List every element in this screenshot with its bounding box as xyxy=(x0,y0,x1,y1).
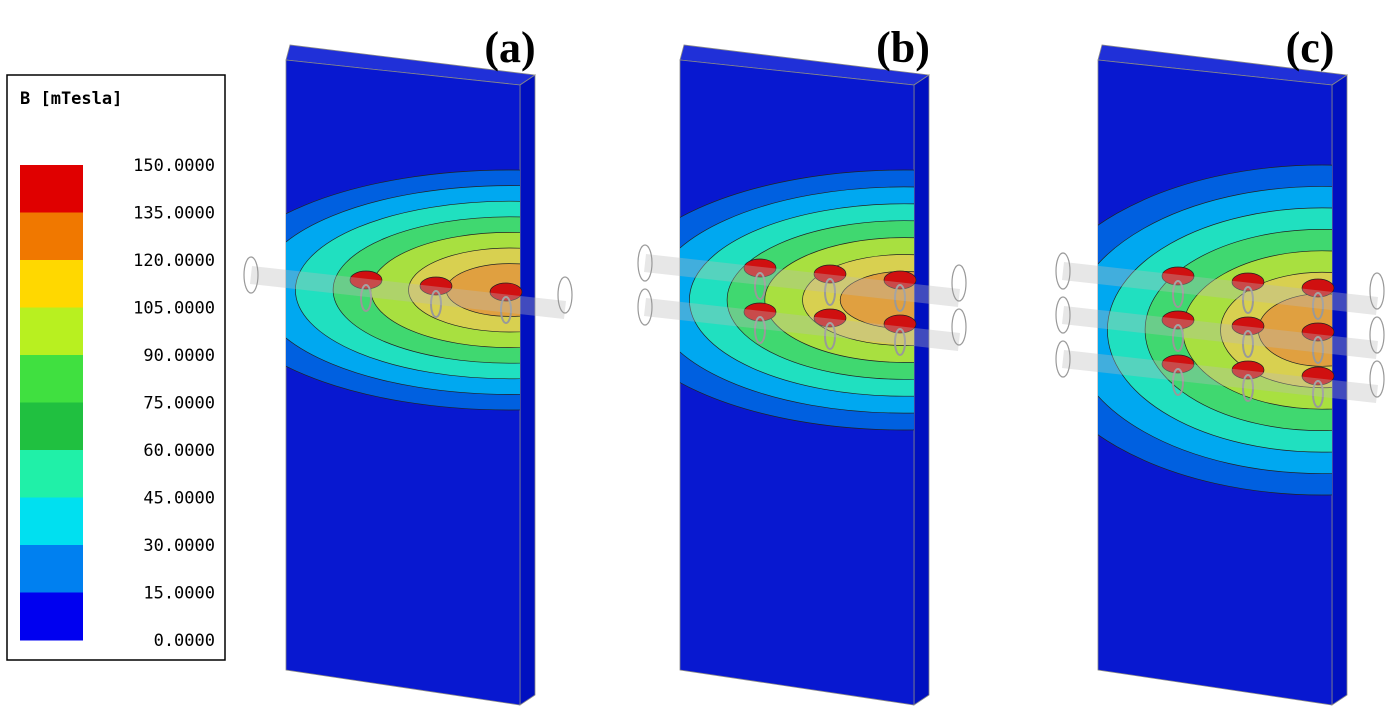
coil xyxy=(824,322,836,350)
plate xyxy=(637,44,967,706)
legend-label: 120.0000 xyxy=(133,251,215,271)
panel-label: (b) xyxy=(876,23,930,72)
coil xyxy=(1312,336,1324,364)
coil xyxy=(1172,368,1184,396)
tube-end xyxy=(243,256,259,294)
coil xyxy=(1242,374,1254,402)
coil xyxy=(894,328,906,356)
coil xyxy=(360,284,372,312)
legend-swatch xyxy=(20,497,83,546)
legend-swatch xyxy=(20,355,83,403)
plate xyxy=(1055,44,1385,706)
legend-label: 60.0000 xyxy=(143,441,215,461)
tube xyxy=(644,254,960,307)
legend-swatch xyxy=(20,307,83,356)
legend-label: 30.0000 xyxy=(143,536,215,556)
hot-spot xyxy=(1301,366,1335,386)
legend-swatch xyxy=(20,212,83,261)
coil xyxy=(430,290,442,318)
tube-end xyxy=(557,276,573,314)
hot-spot xyxy=(419,276,453,296)
coil xyxy=(1312,380,1324,408)
hot-spot xyxy=(1231,360,1265,380)
tube xyxy=(644,298,960,351)
legend-label: 15.0000 xyxy=(143,584,215,604)
coil xyxy=(500,296,512,324)
coil xyxy=(824,278,836,306)
hot-spot xyxy=(813,264,847,284)
tube xyxy=(1062,306,1378,359)
hot-spot xyxy=(813,308,847,328)
coil xyxy=(1242,330,1254,358)
hot-spot xyxy=(1231,316,1265,336)
legend-label: 150.0000 xyxy=(133,156,215,176)
coil xyxy=(754,316,766,344)
legend-label: 45.0000 xyxy=(143,489,215,509)
legend-label: 135.0000 xyxy=(133,204,215,224)
legend-title: B [mTesla] xyxy=(20,89,122,109)
hot-spot xyxy=(1161,266,1195,286)
legend-label: 75.0000 xyxy=(143,394,215,414)
coil xyxy=(1242,286,1254,314)
hot-spot xyxy=(743,302,777,322)
tube-end xyxy=(637,244,653,282)
tube-end xyxy=(951,264,967,302)
tube-end xyxy=(1055,296,1071,334)
hot-spot xyxy=(1301,278,1335,298)
hot-spot xyxy=(743,258,777,278)
hot-spot xyxy=(1301,322,1335,342)
hot-spot xyxy=(349,270,383,290)
tube xyxy=(1062,350,1378,403)
hot-spot xyxy=(1161,354,1195,374)
tube-end xyxy=(1055,252,1071,290)
hot-spot xyxy=(883,270,917,290)
coil xyxy=(1172,280,1184,308)
tube-end xyxy=(1369,272,1385,310)
legend-swatch xyxy=(20,165,83,213)
hot-spot xyxy=(1161,310,1195,330)
tube xyxy=(250,266,566,319)
coil xyxy=(894,284,906,312)
legend-label: 105.0000 xyxy=(133,299,215,319)
legend-label: 0.0000 xyxy=(154,631,215,651)
tube-end xyxy=(951,308,967,346)
hot-spot xyxy=(489,282,523,302)
tube xyxy=(1062,262,1378,315)
coil xyxy=(754,272,766,300)
legend-swatch xyxy=(20,260,83,308)
panel-label: (c) xyxy=(1286,23,1335,72)
tube-end xyxy=(637,288,653,326)
hot-spot xyxy=(883,314,917,334)
panel-label: (a) xyxy=(484,23,535,72)
coil xyxy=(1172,324,1184,352)
legend-swatch xyxy=(20,402,83,451)
legend-swatch xyxy=(20,545,83,593)
hot-spot xyxy=(1231,272,1265,292)
coil xyxy=(1312,292,1324,320)
tube-end xyxy=(1369,316,1385,354)
legend-swatch xyxy=(20,592,83,641)
plate xyxy=(243,44,573,706)
tube-end xyxy=(1369,360,1385,398)
legend-label: 90.0000 xyxy=(143,346,215,366)
legend-swatch xyxy=(20,450,83,498)
tube-end xyxy=(1055,340,1071,378)
